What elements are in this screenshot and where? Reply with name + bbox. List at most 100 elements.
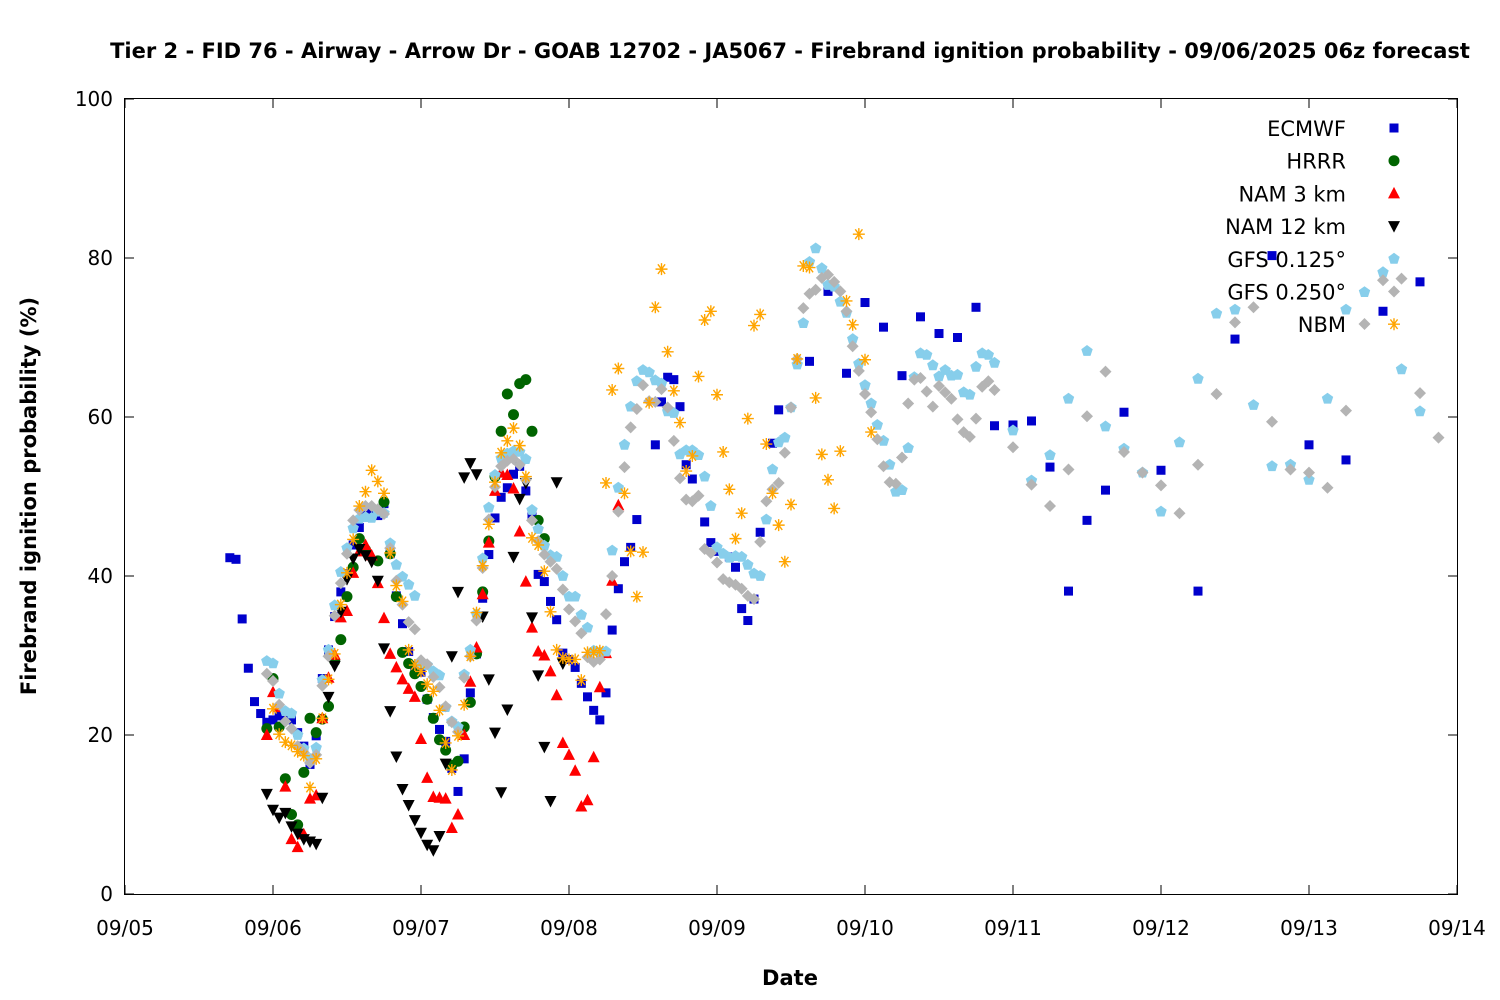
data-point-ecmwf	[601, 688, 611, 698]
data-point-ecmwf	[1156, 465, 1166, 475]
data-point-gfs-0-250	[1062, 463, 1075, 476]
data-point-ecmwf	[521, 486, 531, 496]
data-point-ecmwf	[262, 717, 272, 727]
data-point-ecmwf	[700, 517, 710, 527]
data-point-gfs-0-250	[606, 570, 619, 582]
data-point-hrrr	[421, 693, 433, 705]
data-point-nam-3-km	[556, 736, 569, 748]
data-point-nam-3-km	[550, 688, 563, 701]
data-point-nbm	[279, 736, 292, 749]
data-point-gfs-0-250	[1377, 274, 1389, 287]
data-point-ecmwf	[533, 569, 543, 579]
data-point-gfs-0-250	[637, 379, 649, 392]
data-point-nbm	[415, 665, 427, 678]
data-point-nbm	[347, 533, 360, 546]
data-point-gfs-0-250	[1081, 410, 1093, 423]
data-point-ecmwf	[860, 298, 870, 308]
data-point-nam-12-km	[322, 691, 335, 704]
data-point-ecmwf	[459, 754, 469, 764]
data-point-nam-12-km	[513, 493, 526, 506]
data-point-hrrr	[323, 700, 334, 712]
data-point-nbm	[316, 712, 329, 725]
data-point-nbm	[501, 434, 514, 447]
data-point-nam-12-km	[396, 784, 409, 796]
data-point-gfs-0-250	[902, 397, 915, 410]
data-point-nbm	[359, 485, 372, 498]
data-point-nbm	[692, 370, 705, 383]
series-gfs-0-125	[261, 242, 1426, 764]
data-point-ecmwf	[398, 619, 407, 629]
data-point-nbm	[846, 318, 859, 331]
data-point-gfs-0-125	[606, 544, 618, 556]
data-point-gfs-0-125	[310, 741, 322, 753]
data-point-nbm	[686, 449, 699, 462]
data-point-gfs-0-250	[809, 283, 822, 296]
data-point-hrrr	[298, 766, 310, 778]
data-point-gfs-0-250	[1007, 441, 1019, 454]
data-point-nbm	[365, 464, 378, 477]
data-point-gfs-0-250	[834, 285, 847, 298]
x-tick-label: 09/12	[1132, 916, 1190, 940]
data-point-gfs-0-250	[1099, 365, 1112, 378]
data-point-nbm	[766, 487, 779, 500]
data-point-gfs-0-250	[797, 302, 810, 315]
data-point-nam-12-km	[433, 830, 446, 843]
data-point-gfs-0-250	[785, 401, 797, 414]
data-point-gfs-0-125	[1414, 405, 1426, 417]
data-point-ecmwf	[953, 333, 962, 342]
data-point-ecmwf	[687, 474, 697, 484]
data-point-gfs-0-125	[1340, 303, 1352, 315]
data-point-gfs-0-250	[1118, 445, 1130, 458]
data-point-ecmwf	[589, 705, 599, 715]
data-point-gfs-0-250	[328, 609, 341, 622]
data-point-gfs-0-125	[1358, 286, 1371, 297]
data-point-gfs-0-250	[914, 372, 927, 385]
data-point-gfs-0-250	[1358, 317, 1371, 330]
data-point-gfs-0-250	[1340, 404, 1352, 417]
data-point-ecmwf	[1064, 586, 1073, 596]
data-point-nbm	[729, 532, 742, 545]
data-point-gfs-0-125	[1173, 436, 1186, 448]
data-point-gfs-0-250	[260, 667, 273, 680]
data-point-gfs-0-125	[532, 523, 544, 534]
data-point-nbm	[809, 391, 822, 404]
data-point-nam-12-km	[285, 821, 298, 833]
data-point-nbm	[772, 519, 785, 532]
data-point-gfs-0-125	[779, 431, 791, 443]
data-point-gfs-0-125	[896, 484, 908, 495]
data-point-ecmwf	[1193, 586, 1203, 596]
data-point-gfs-0-125	[409, 589, 421, 601]
data-point-gfs-0-250	[273, 698, 286, 711]
data-point-ecmwf	[607, 625, 617, 635]
data-point-nbm	[822, 473, 834, 486]
data-point-nam-3-km	[563, 748, 575, 760]
data-point-gfs-0-125	[970, 360, 982, 372]
data-point-hrrr	[390, 591, 402, 603]
data-point-gfs-0-125	[847, 333, 859, 344]
data-point-nam-3-km	[390, 660, 403, 673]
data-point-nbm	[328, 647, 341, 660]
data-point-gfs-0-125	[1099, 420, 1112, 432]
data-point-gfs-0-125	[927, 359, 939, 371]
data-point-ecmwf	[595, 715, 605, 725]
data-point-gfs-0-250	[692, 489, 705, 502]
series-nbm	[267, 228, 878, 794]
data-point-nam-12-km	[458, 472, 471, 484]
data-point-nbm	[834, 445, 847, 458]
data-point-nbm	[778, 555, 791, 568]
data-point-ecmwf	[613, 584, 623, 594]
data-point-nbm	[803, 261, 816, 274]
data-point-ecmwf	[743, 616, 753, 626]
data-point-nam-12-km	[501, 704, 514, 717]
data-point-nbm	[815, 448, 828, 461]
data-point-nam-12-km	[415, 827, 427, 840]
data-point-nbm	[390, 579, 403, 592]
data-point-nam-3-km	[532, 645, 545, 657]
data-point-gfs-0-250	[822, 268, 834, 281]
data-point-gfs-0-125	[322, 643, 335, 655]
data-point-nam-12-km	[291, 828, 304, 841]
data-point-gfs-0-250	[1229, 316, 1241, 329]
legend-label: ECMWF	[1267, 117, 1346, 141]
data-point-nbm	[593, 644, 606, 657]
data-point-hrrr	[532, 514, 544, 526]
